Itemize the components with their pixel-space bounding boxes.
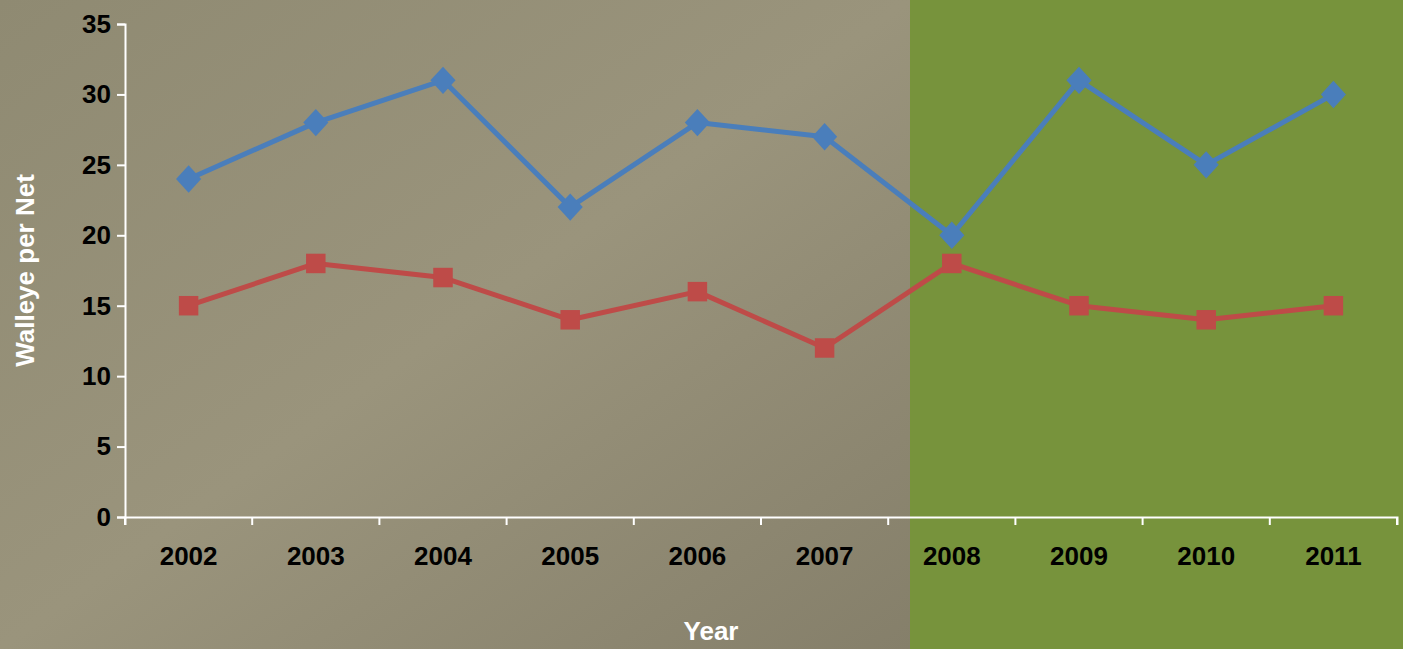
y-tick-mark: [117, 94, 125, 96]
series-marker: [1066, 67, 1091, 94]
y-tick-label: 0: [97, 502, 111, 532]
y-tick-mark: [117, 517, 125, 519]
x-tick-label: 2010: [1177, 541, 1235, 571]
y-axis-line: [117, 25, 126, 518]
background-panel: [910, 0, 1403, 649]
y-axis: 0 5 10 15 20 25 30 35: [82, 9, 125, 532]
x-tick: 2009: [1015, 517, 1108, 571]
series-marker: [1194, 151, 1219, 178]
y-tick-label: 5: [97, 431, 111, 461]
x-tick: 2003: [252, 517, 345, 571]
y-tick-label: 15: [82, 291, 111, 321]
y-tick-label: 25: [82, 150, 111, 180]
series-marker: [558, 193, 583, 220]
series-marker: [685, 109, 710, 136]
x-tick-label: 2011: [1305, 541, 1361, 571]
x-axis: 2002 2003 2004 2005 2006 2007 2008 2009 2010 2011: [125, 517, 1398, 571]
x-tick: 2004: [379, 517, 472, 571]
series-line: [189, 263, 1334, 348]
series-marker: [939, 222, 964, 249]
series-marker: [1321, 81, 1346, 108]
x-tick: 2010: [1143, 517, 1236, 571]
x-tick-mark-end: [1396, 517, 1398, 525]
x-tick-label: 2005: [541, 541, 599, 571]
series-marker: [1196, 310, 1215, 329]
x-tick-mark: [378, 517, 380, 525]
x-axis-title: Year: [684, 616, 739, 646]
y-tick: 35: [82, 9, 125, 39]
y-tick-mark: [117, 164, 125, 166]
y-tick: 0: [97, 502, 125, 532]
x-tick-label: 2004: [414, 541, 472, 571]
x-tick-mark: [124, 517, 126, 525]
y-axis-title: Walleye per Net: [10, 174, 40, 367]
x-tick: 2006: [634, 517, 727, 571]
y-tick-label: 35: [82, 9, 111, 39]
x-tick: 2007: [761, 517, 854, 571]
x-tick-mark: [506, 517, 508, 525]
y-tick-label: 10: [82, 361, 111, 391]
series-marker: [430, 67, 455, 94]
plot: 0510152025303520022003200420052006200720…: [82, 9, 1397, 572]
series-marker: [560, 310, 579, 329]
x-tick-label: 2008: [923, 541, 981, 571]
y-tick: 10: [82, 361, 125, 391]
y-tick-mark: [117, 376, 125, 378]
x-tick-mark: [1142, 517, 1144, 525]
y-tick-label: 30: [82, 79, 111, 109]
x-tick-mark: [1014, 517, 1016, 525]
x-tick-label: 2002: [160, 541, 218, 571]
series-marker: [433, 268, 452, 287]
y-tick: 20: [82, 220, 125, 250]
series-marker: [942, 254, 961, 273]
y-tick-mark: [117, 305, 125, 307]
series-line: [189, 80, 1334, 235]
y-tick: 15: [82, 291, 125, 321]
y-tick-mark: [117, 24, 125, 26]
series-marker: [303, 109, 328, 136]
x-tick-mark: [760, 517, 762, 525]
x-tick-mark: [1269, 517, 1271, 525]
x-tick-label: 2009: [1050, 541, 1108, 571]
x-tick-label: 2006: [668, 541, 726, 571]
chart: 0510152025303520022003200420052006200720…: [0, 0, 1403, 649]
y-tick-label: 20: [82, 220, 111, 250]
series-marker: [179, 296, 198, 315]
x-tick: 2002: [125, 517, 218, 571]
x-axis-line: [126, 518, 1398, 526]
x-tick-mark: [633, 517, 635, 525]
series-group: [176, 67, 1346, 358]
x-tick: 2008: [888, 517, 981, 571]
series-marker: [812, 123, 837, 150]
y-tick-mark: [117, 446, 125, 448]
x-tick-mark: [887, 517, 889, 525]
x-tick: 2011: [1270, 517, 1362, 571]
y-tick: 5: [97, 431, 125, 461]
x-tick-label: 2007: [796, 541, 854, 571]
series-marker: [306, 254, 325, 273]
series-marker: [815, 338, 834, 357]
x-tick: 2005: [507, 517, 600, 571]
x-tick-label: 2003: [287, 541, 345, 571]
series-marker: [1069, 296, 1088, 315]
y-tick-mark: [117, 235, 125, 237]
series-marker: [1324, 296, 1343, 315]
series-marker: [176, 165, 201, 192]
x-tick-mark: [251, 517, 253, 525]
y-tick: 30: [82, 79, 125, 109]
y-tick: 25: [82, 150, 125, 180]
series-marker: [688, 282, 707, 301]
